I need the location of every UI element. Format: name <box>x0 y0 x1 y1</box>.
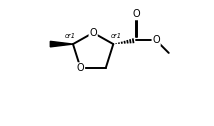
Text: or1: or1 <box>111 33 122 39</box>
Text: O: O <box>77 63 84 73</box>
Text: O: O <box>152 35 160 45</box>
Polygon shape <box>50 41 73 47</box>
Text: O: O <box>89 28 97 38</box>
Text: O: O <box>133 9 141 20</box>
Text: or1: or1 <box>64 33 75 39</box>
